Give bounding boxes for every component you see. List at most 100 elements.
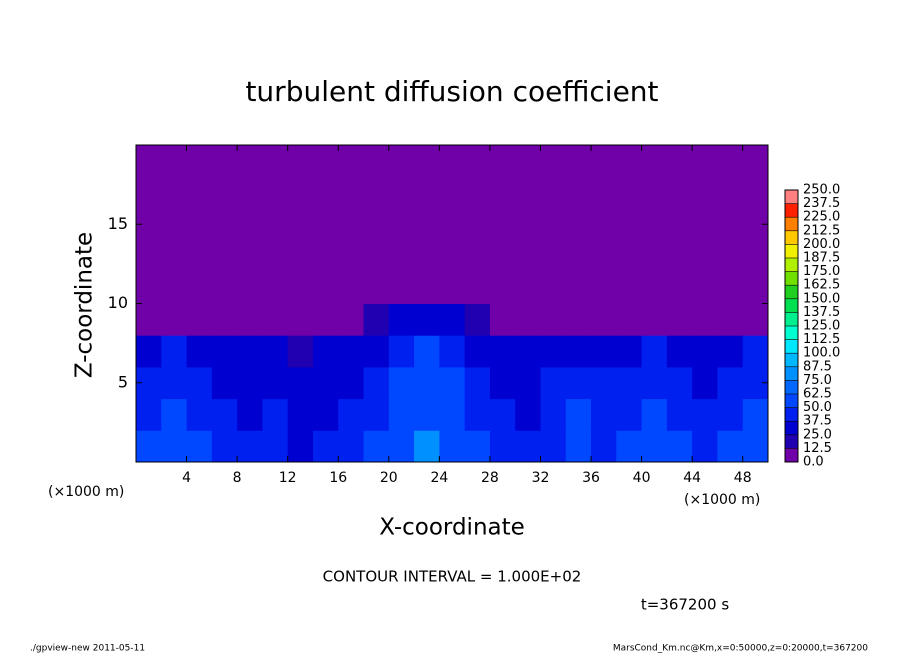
colorbar-swatch (785, 326, 798, 340)
field-cell (515, 271, 541, 304)
field-cell (692, 366, 718, 400)
colorbar-swatch (785, 339, 798, 354)
field-cell (489, 240, 516, 273)
field-cell (262, 176, 289, 209)
field-cell (616, 335, 643, 368)
field-cell (591, 366, 617, 400)
field-cell (312, 430, 339, 463)
field-cell (565, 303, 592, 336)
field-cell (616, 398, 643, 431)
field-cell (338, 398, 365, 431)
field-cell (717, 145, 744, 178)
field-cell (388, 366, 415, 400)
field-cell (540, 366, 567, 400)
field-cell (338, 366, 365, 400)
x-axis-label: X-coordinate (379, 515, 525, 541)
field-cell (515, 335, 541, 368)
field-cell (388, 240, 415, 273)
field-cell (262, 303, 289, 336)
field-cell (388, 176, 415, 209)
field-cell (136, 303, 162, 336)
field-cell (312, 240, 339, 273)
field-cell (591, 240, 617, 273)
field-cell (565, 240, 592, 273)
colorbar-label: 162.5 (803, 278, 840, 293)
field-cell (641, 240, 668, 273)
x-unit-label: (×1000 m) (684, 492, 760, 508)
x-tick-label: 24 (430, 470, 448, 486)
field-cell (186, 208, 213, 241)
contour-note: CONTOUR INTERVAL = 1.000E+02 (323, 568, 582, 586)
footer-left: ./gpview-new 2011-05-11 (30, 644, 145, 654)
field-cell (439, 366, 466, 400)
field-cell (742, 335, 769, 368)
field-cell (439, 176, 466, 209)
field-cell (515, 430, 541, 463)
field-cell (666, 303, 693, 336)
field-cell (338, 303, 365, 336)
colorbar-label: 125.0 (803, 319, 840, 334)
field-cell (489, 303, 516, 336)
field-cell (742, 176, 769, 209)
field-cell (161, 335, 188, 368)
field-cell (161, 240, 188, 273)
field-cell (515, 398, 541, 431)
x-tick-label: 8 (233, 470, 242, 486)
colorbar-swatch (785, 394, 798, 408)
field-cell (287, 430, 314, 463)
field-cell (515, 208, 541, 241)
field-cell (464, 335, 491, 368)
colorbar-label: 0.0 (803, 455, 824, 470)
field-cell (439, 303, 466, 336)
x-tick-label: 36 (582, 470, 600, 486)
field-cell (666, 335, 693, 368)
field-cell (641, 271, 668, 304)
field-cell (565, 145, 592, 178)
field-cell (414, 303, 440, 336)
field-cell (717, 366, 744, 400)
colorbar-label: 37.5 (803, 414, 832, 429)
colorbar-swatch (785, 421, 798, 435)
field-cell (262, 240, 289, 273)
field-cell (363, 176, 390, 209)
field-cell (692, 176, 718, 209)
x-tick-label: 20 (380, 470, 398, 486)
field-cell (338, 176, 365, 209)
field-cell (540, 430, 567, 463)
field-cell (464, 208, 491, 241)
field-cell (591, 176, 617, 209)
field-cell (338, 335, 365, 368)
colorbar-swatch (785, 230, 798, 245)
field-cell (742, 430, 769, 463)
field-cell (641, 208, 668, 241)
field-cell (161, 303, 188, 336)
field-cell (363, 240, 390, 273)
x-tick-label: 48 (734, 470, 752, 486)
field-cell (641, 430, 668, 463)
field-cell (237, 335, 263, 368)
y-tick-label: 5 (118, 372, 128, 391)
field-cell (211, 430, 238, 463)
field-cell (439, 335, 466, 368)
field-cell (616, 271, 643, 304)
field-cell (565, 208, 592, 241)
footer-right: MarsCond_Km.nc@Km,x=0:50000,z=0:20000,t=… (613, 644, 868, 654)
field-cell (211, 303, 238, 336)
field-cell (515, 145, 541, 178)
field-cell (641, 145, 668, 178)
field-cell (161, 366, 188, 400)
field-cell (136, 240, 162, 273)
field-cell (287, 145, 314, 178)
field-cell (616, 208, 643, 241)
field-cell (312, 145, 339, 178)
time-label: t=367200 s (641, 596, 729, 614)
field-cell (388, 303, 415, 336)
chart-title: turbulent diffusion coefficient (245, 75, 658, 108)
field-cell (464, 303, 491, 336)
field-cell (666, 208, 693, 241)
field-cell (186, 240, 213, 273)
x-tick-label: 16 (329, 470, 347, 486)
field-cell (388, 145, 415, 178)
field-cell (363, 335, 390, 368)
